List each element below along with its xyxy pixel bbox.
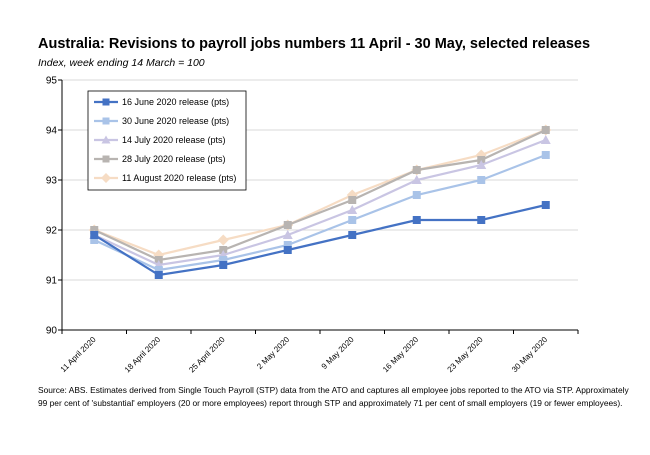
y-tick-label: 93 — [46, 176, 58, 187]
data-point — [90, 231, 99, 239]
y-tick-label: 90 — [46, 326, 58, 337]
chart-title: Australia: Revisions to payroll jobs num… — [38, 36, 591, 52]
x-tick-label: 16 May 2020 — [381, 335, 420, 374]
series-line — [93, 138, 547, 267]
data-point — [541, 201, 550, 209]
data-point — [348, 216, 357, 224]
data-point — [541, 126, 550, 134]
y-tick-label: 92 — [46, 226, 58, 237]
data-point — [540, 135, 551, 144]
data-point — [541, 151, 550, 159]
x-tick-label: 11 April 2020 — [59, 335, 98, 374]
x-tick-label: 23 May 2020 — [446, 335, 485, 374]
series-line — [93, 153, 547, 272]
data-point — [102, 117, 110, 125]
data-point — [283, 246, 292, 254]
data-point — [283, 221, 292, 229]
x-tick-label: 2 May 2020 — [255, 335, 291, 371]
series-line — [93, 203, 546, 277]
data-point — [154, 266, 163, 274]
legend: 16 June 2020 release (pts) 30 June 2020 r… — [87, 90, 247, 191]
chart-subtitle: Index, week ending 14 March = 100 — [38, 57, 205, 69]
series-0 — [90, 201, 550, 279]
data-point — [282, 230, 293, 239]
series-group — [88, 124, 552, 279]
x-tick-label: 30 May 2020 — [510, 335, 549, 374]
series-line — [93, 128, 547, 257]
data-point — [412, 191, 421, 199]
legend-label: 30 June 2020 release (pts) — [122, 116, 229, 126]
data-point — [477, 216, 486, 224]
x-tick-label: 18 April 2020 — [123, 335, 163, 375]
source-note: Source: ABS. Estimates derived from Sing… — [38, 385, 629, 408]
legend-label: 28 July 2020 release (pts) — [122, 154, 226, 164]
y-tick-label: 91 — [46, 276, 58, 287]
data-point — [102, 98, 110, 106]
series-line — [93, 129, 547, 262]
legend-label: 11 August 2020 release (pts) — [122, 173, 236, 183]
data-point — [348, 196, 357, 204]
data-point — [476, 160, 487, 169]
data-point — [90, 236, 99, 244]
x-tick-label: 25 April 2020 — [187, 335, 227, 375]
data-point — [412, 216, 421, 224]
data-point — [348, 231, 357, 239]
series-1 — [90, 151, 550, 274]
data-point — [154, 271, 163, 279]
data-point — [101, 135, 111, 144]
data-point — [219, 256, 228, 264]
y-tick-label: 95 — [46, 76, 58, 87]
data-point — [102, 155, 110, 163]
y-tick-label: 94 — [46, 126, 58, 137]
legend-label: 16 June 2020 release (pts) — [122, 97, 229, 107]
data-point — [347, 205, 358, 214]
data-point — [101, 173, 111, 183]
axes — [58, 79, 579, 334]
x-tick-label: 9 May 2020 — [320, 335, 356, 371]
data-point — [412, 166, 421, 174]
legend-label: 14 July 2020 release (pts) — [122, 135, 226, 145]
data-point — [219, 261, 228, 269]
data-point — [217, 234, 229, 246]
data-point — [411, 175, 422, 184]
data-point — [477, 176, 486, 184]
data-point — [283, 241, 292, 249]
